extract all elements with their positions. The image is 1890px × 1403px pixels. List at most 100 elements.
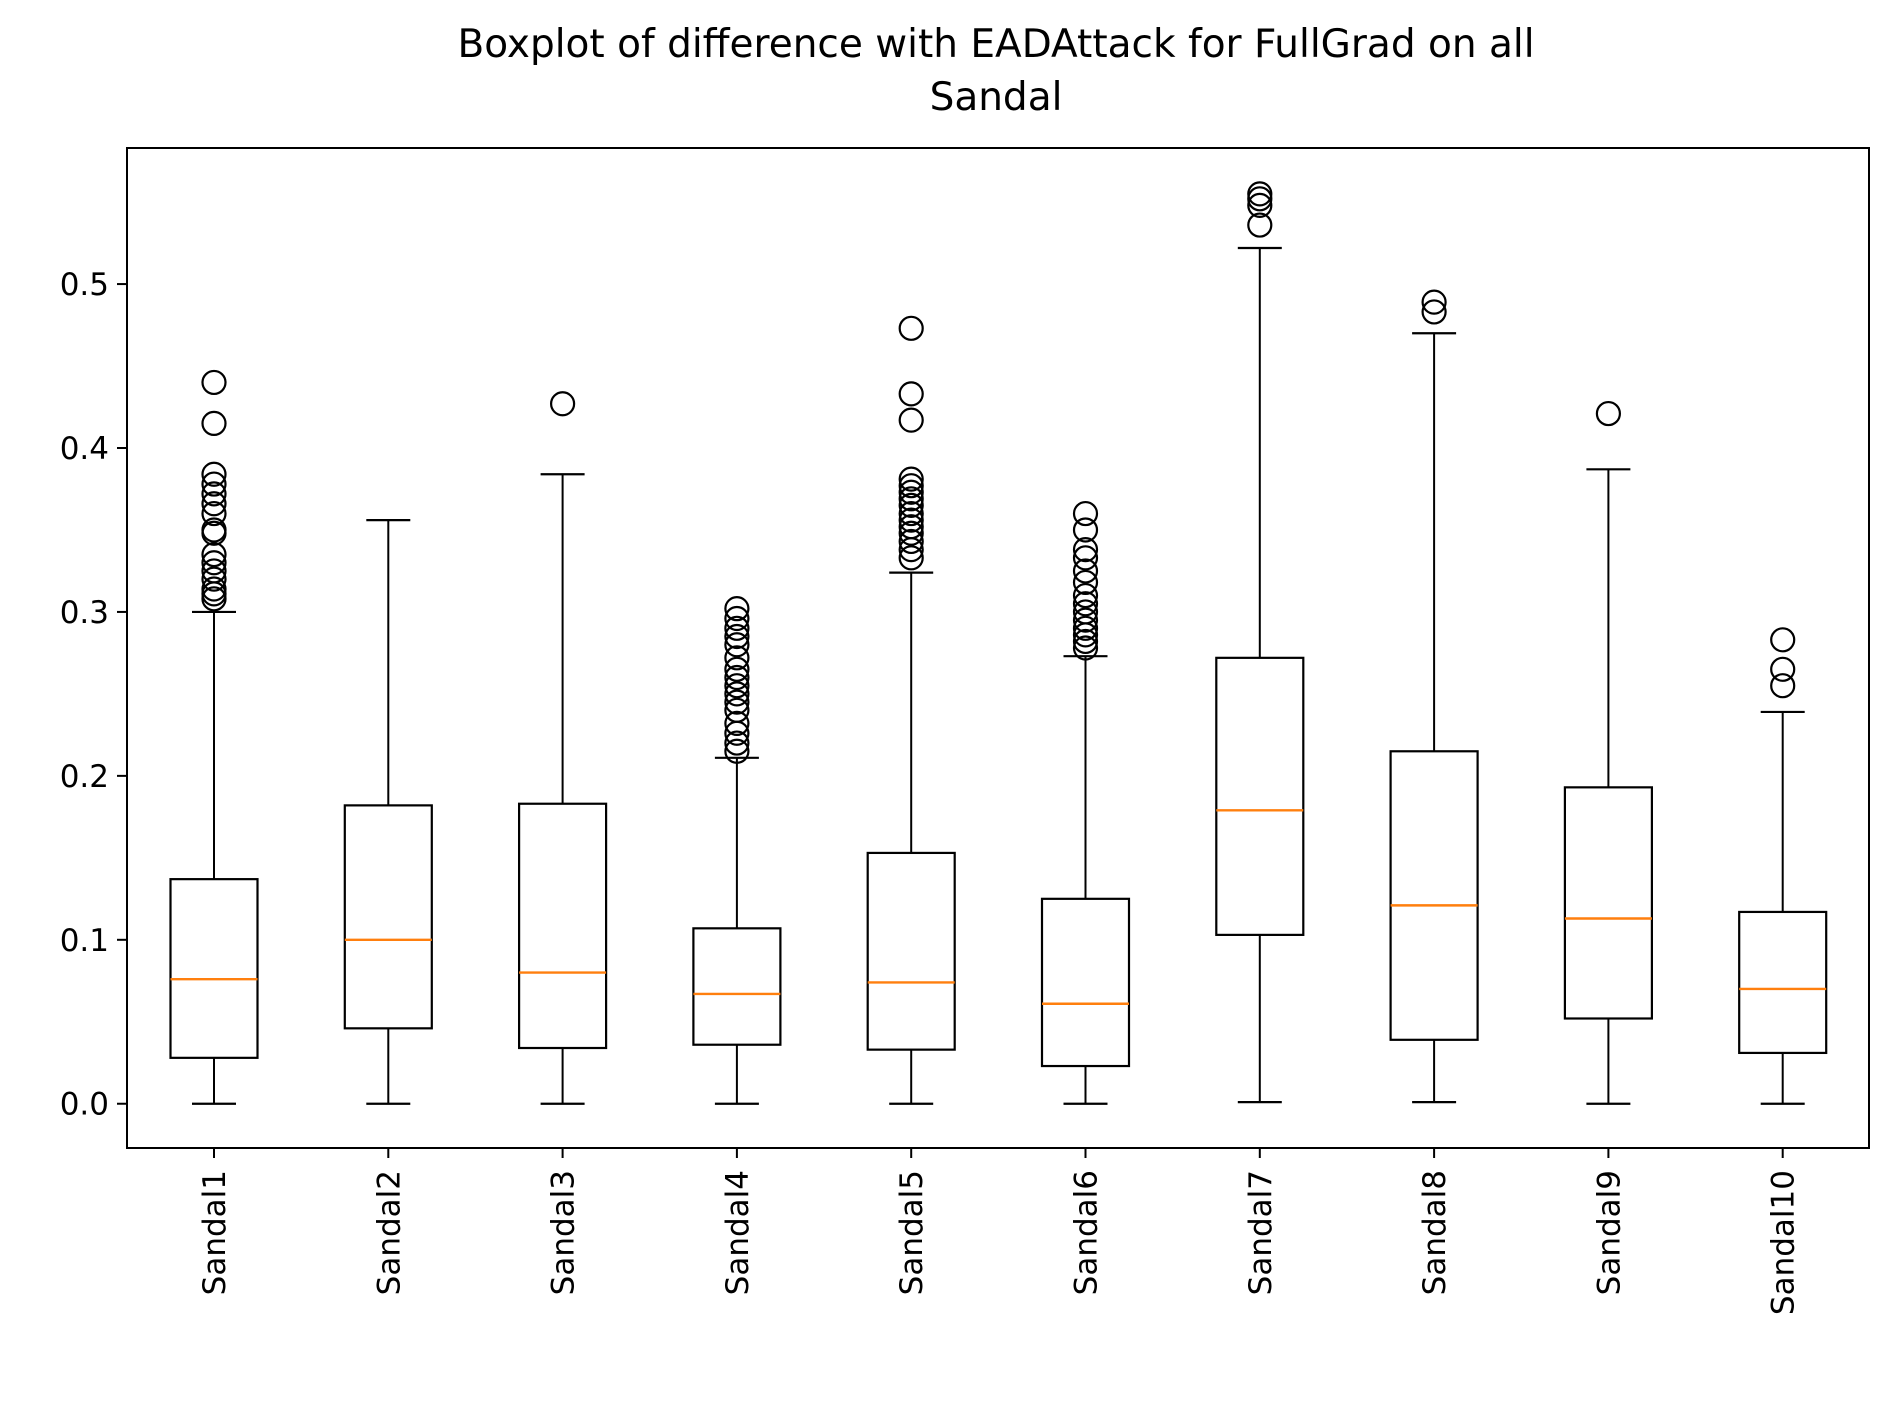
x-tick-label: Sandal5: [894, 1170, 930, 1295]
outlier-point: [1072, 517, 1099, 543]
box-sandal9: [1563, 400, 1654, 1105]
x-axis: Sandal1 Sandal2 Sandal3 Sandal4 Sandal5 Sanda…: [197, 1148, 1802, 1315]
outlier-point: [201, 566, 227, 592]
outlier-point: [201, 520, 227, 546]
chart-title-line-2: Sandal: [930, 75, 1063, 120]
outlier-point: [724, 730, 750, 756]
outlier-point: [898, 545, 924, 571]
outlier-point: [1247, 212, 1273, 238]
outlier-point: [1072, 615, 1099, 641]
x-tick-label: Sandal2: [371, 1170, 407, 1295]
outlier-point: [201, 491, 227, 517]
outlier-point: [1072, 500, 1099, 527]
outlier-point: [898, 315, 924, 341]
outlier-point: [1072, 591, 1099, 617]
box-sandal8: [1389, 289, 1479, 1104]
outlier-point: [724, 720, 750, 746]
outlier-point: [201, 500, 227, 527]
outlier-point: [898, 407, 924, 433]
chart-title: Boxplot of difference with EADAttack for…: [457, 22, 1534, 120]
outlier-point: [1595, 400, 1622, 427]
outlier-point: [1421, 299, 1447, 325]
outlier-point: [724, 645, 750, 671]
y-tick-label: 0.1: [60, 923, 109, 959]
outlier-point: [201, 410, 227, 437]
x-tick-label: Sandal7: [1243, 1170, 1279, 1295]
outlier-point: [201, 541, 227, 568]
outlier-point: [724, 656, 750, 682]
outlier-point: [201, 471, 227, 497]
outlier-point: [724, 596, 750, 622]
outlier-point: [1770, 673, 1796, 699]
x-tick-label: Sandal9: [1591, 1170, 1627, 1295]
box-body: [1738, 910, 1828, 1055]
outlier-point: [1072, 622, 1099, 648]
outlier-point: [1421, 289, 1447, 315]
outlier-point: [898, 486, 924, 512]
outlier-point: [724, 681, 750, 707]
outlier-point: [724, 615, 750, 641]
chart-title-line-1: Boxplot of difference with EADAttack for…: [457, 22, 1534, 67]
box-sandal7: [1215, 181, 1305, 1104]
outlier-point: [898, 500, 924, 527]
box-body: [343, 804, 433, 1030]
outlier-point: [724, 632, 750, 658]
x-tick-label: Sandal1: [197, 1170, 233, 1295]
box-body: [517, 802, 608, 1050]
outlier-point: [549, 391, 576, 417]
box-body: [1389, 750, 1479, 1041]
outlier-point: [1072, 569, 1099, 596]
outlier-point: [1770, 656, 1796, 682]
box-sandal1: [169, 369, 259, 1105]
outlier-point: [201, 461, 227, 487]
box-body: [169, 878, 259, 1059]
outlier-point: [898, 507, 924, 533]
x-tick-label: Sandal4: [720, 1170, 756, 1295]
outlier-point: [898, 537, 924, 563]
outlier-point: [724, 664, 750, 691]
outlier-point: [724, 689, 750, 715]
y-tick-label: 0.0: [60, 1087, 109, 1123]
box-body: [866, 851, 956, 1051]
box-sandal4: [692, 596, 782, 1105]
plot-frame: [126, 147, 1870, 1149]
outlier-point: [898, 492, 924, 518]
y-tick-label: 0.5: [60, 267, 109, 303]
outlier-point: [1072, 537, 1099, 563]
outlier-point: [1247, 186, 1273, 212]
outlier-point: [724, 673, 750, 699]
outlier-point: [1072, 558, 1099, 584]
outlier-point: [1072, 607, 1099, 633]
outlier-point: [898, 479, 924, 505]
outlier-point: [201, 369, 227, 396]
y-axis: 0.0 0.1 0.2 0.3 0.4 0.5: [60, 267, 127, 1123]
outlier-point: [724, 738, 750, 764]
outlier-point: [1770, 627, 1796, 653]
outlier-point: [898, 466, 924, 492]
outlier-point: [1072, 628, 1099, 655]
outlier-point: [1072, 635, 1099, 661]
outlier-point: [898, 473, 924, 499]
outlier-point: [898, 520, 924, 546]
x-tick-label: Sandal8: [1417, 1170, 1453, 1295]
box-body: [1215, 656, 1305, 936]
box-sandal10: [1738, 627, 1828, 1105]
box-sandal2: [343, 519, 433, 1105]
outlier-point: [201, 550, 227, 576]
boxes-layer: [169, 181, 1828, 1105]
outlier-point: [724, 710, 750, 737]
x-tick-label: Sandal3: [546, 1170, 582, 1295]
box-body: [692, 927, 782, 1046]
y-tick-label: 0.2: [60, 759, 109, 795]
x-tick-label: Sandal10: [1766, 1170, 1802, 1315]
outlier-point: [898, 528, 924, 555]
outlier-point: [724, 623, 750, 650]
y-tick-label: 0.4: [60, 431, 109, 467]
box-body: [1040, 897, 1131, 1068]
outlier-point: [201, 586, 227, 612]
outlier-point: [1247, 192, 1273, 218]
x-tick-label: Sandal6: [1069, 1170, 1105, 1295]
